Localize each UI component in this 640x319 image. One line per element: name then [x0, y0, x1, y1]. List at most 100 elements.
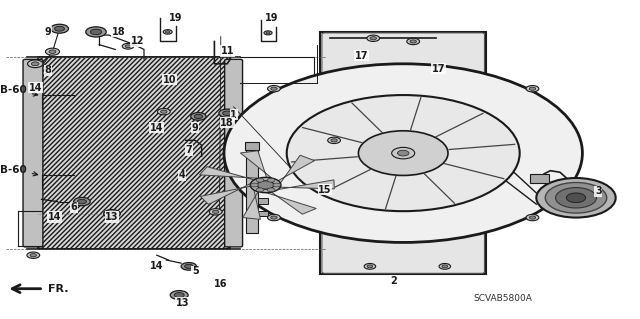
Circle shape [392, 147, 415, 159]
Polygon shape [278, 180, 334, 189]
Text: 14: 14 [150, 122, 164, 133]
Bar [530, 174, 549, 183]
Circle shape [163, 30, 172, 34]
Circle shape [51, 24, 68, 33]
Circle shape [251, 183, 259, 187]
Circle shape [273, 183, 280, 187]
Text: 1: 1 [230, 110, 237, 120]
Text: 10: 10 [163, 75, 177, 85]
Circle shape [556, 188, 596, 208]
Circle shape [526, 214, 539, 221]
Text: 12: 12 [131, 36, 145, 47]
Text: SCVAB5800A: SCVAB5800A [473, 294, 532, 303]
Circle shape [104, 210, 120, 218]
Text: 17: 17 [355, 51, 369, 61]
Circle shape [367, 35, 380, 41]
Circle shape [529, 87, 536, 90]
Polygon shape [243, 190, 260, 219]
Text: 19: 19 [169, 12, 183, 23]
Circle shape [125, 45, 131, 48]
Text: 16: 16 [214, 279, 228, 289]
Circle shape [410, 40, 417, 43]
Circle shape [90, 29, 102, 35]
Circle shape [370, 37, 376, 40]
FancyBboxPatch shape [23, 59, 43, 247]
Text: 17: 17 [431, 63, 445, 74]
Circle shape [250, 177, 281, 193]
Circle shape [54, 26, 65, 31]
Text: 13: 13 [105, 212, 119, 222]
Circle shape [161, 110, 167, 113]
Text: 2: 2 [390, 276, 397, 286]
Bar [258, 198, 268, 204]
Text: 4: 4 [179, 170, 186, 181]
Bar [246, 147, 258, 233]
Text: FR.: FR. [48, 284, 68, 294]
Circle shape [165, 31, 170, 33]
Circle shape [74, 197, 90, 206]
Circle shape [268, 85, 280, 92]
Circle shape [287, 95, 520, 211]
Text: 13: 13 [175, 298, 189, 308]
Circle shape [191, 113, 206, 120]
Circle shape [439, 263, 451, 269]
Circle shape [529, 216, 536, 219]
Circle shape [545, 182, 607, 213]
Circle shape [364, 263, 376, 269]
Circle shape [174, 293, 184, 298]
Circle shape [526, 85, 539, 92]
Circle shape [331, 139, 337, 142]
Circle shape [219, 109, 236, 117]
Text: B-60: B-60 [0, 85, 38, 96]
Circle shape [566, 193, 586, 203]
Text: B-60: B-60 [0, 165, 38, 176]
Circle shape [194, 114, 203, 119]
Circle shape [224, 64, 582, 242]
FancyBboxPatch shape [225, 59, 243, 247]
Circle shape [271, 87, 277, 90]
Circle shape [86, 27, 106, 37]
Bar [258, 211, 268, 216]
Circle shape [257, 181, 274, 189]
Circle shape [223, 111, 232, 115]
Circle shape [397, 150, 409, 156]
Text: 9: 9 [45, 27, 51, 37]
Polygon shape [278, 155, 314, 183]
Circle shape [184, 264, 193, 269]
Text: 5: 5 [192, 266, 198, 276]
Circle shape [181, 263, 196, 270]
Circle shape [77, 199, 86, 204]
Circle shape [358, 131, 448, 175]
Circle shape [271, 216, 277, 219]
Circle shape [536, 178, 616, 218]
Circle shape [30, 254, 36, 257]
Circle shape [442, 265, 448, 268]
Circle shape [122, 43, 134, 49]
Circle shape [256, 188, 264, 192]
Text: 7: 7 [186, 145, 192, 155]
Circle shape [266, 32, 270, 34]
Circle shape [212, 210, 219, 213]
Circle shape [108, 211, 116, 216]
Text: 6: 6 [70, 202, 77, 212]
Text: 15: 15 [318, 185, 332, 195]
Text: 14: 14 [28, 83, 42, 93]
Circle shape [268, 214, 280, 221]
Bar [320, 32, 486, 274]
Circle shape [367, 265, 372, 268]
Text: 8: 8 [45, 65, 51, 75]
Text: 9: 9 [192, 122, 198, 133]
Text: 18: 18 [111, 27, 125, 37]
Circle shape [49, 50, 56, 54]
Circle shape [28, 60, 43, 68]
Circle shape [209, 209, 222, 215]
Circle shape [264, 31, 272, 35]
Bar [258, 186, 268, 191]
Circle shape [407, 38, 420, 45]
Circle shape [328, 137, 340, 144]
Polygon shape [200, 184, 250, 204]
Circle shape [268, 188, 275, 192]
Circle shape [170, 291, 188, 300]
Text: 14: 14 [150, 261, 164, 271]
Circle shape [45, 48, 60, 55]
